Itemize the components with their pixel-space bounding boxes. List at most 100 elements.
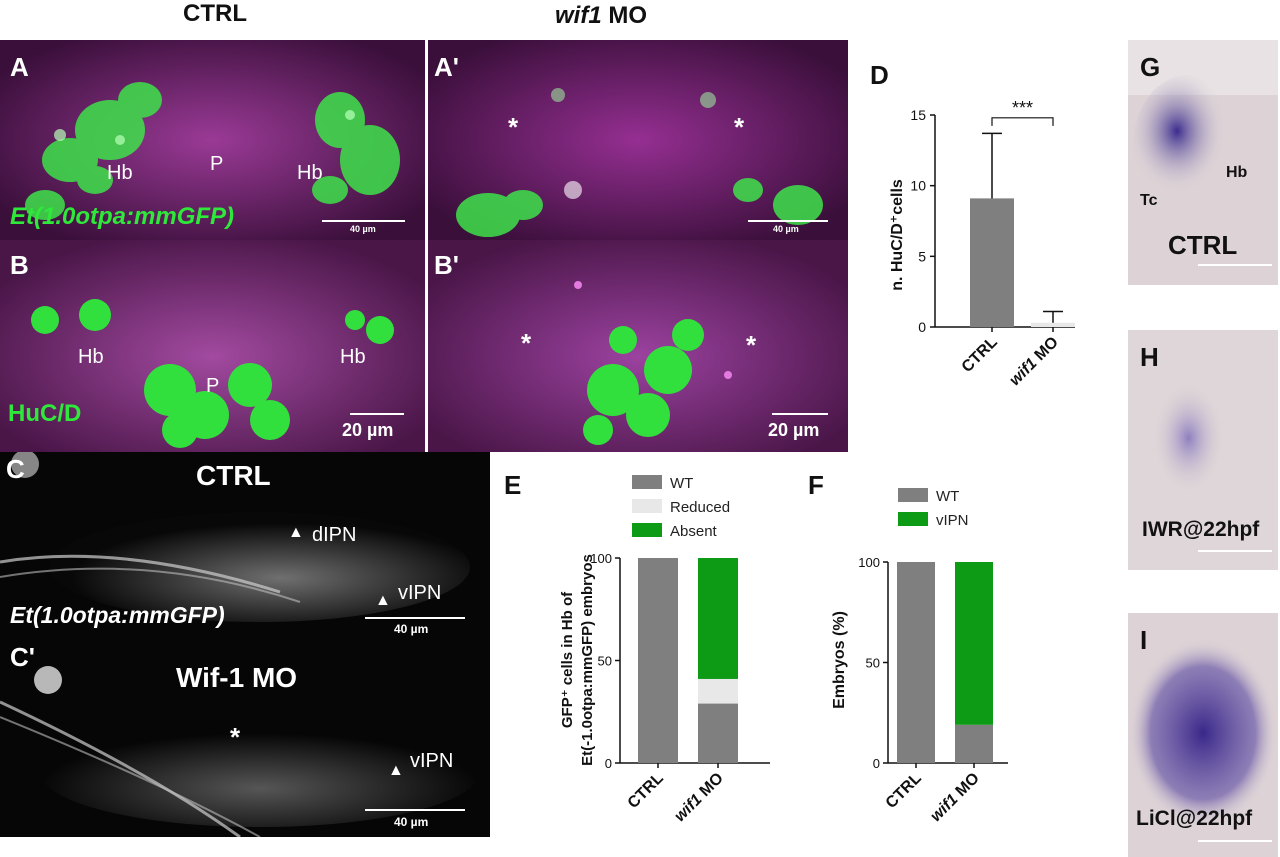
panel-b-scale-text: 20 µm: [342, 420, 394, 440]
panel-a-prime-label: A': [434, 52, 459, 82]
panel-a-prime-micrograph: [428, 40, 848, 240]
panel-e-legend-label: Absent: [670, 523, 718, 540]
panel-e-bar-segment: [698, 703, 738, 763]
panel-e-bar-segment: [638, 558, 678, 763]
panel-d-x-tick-label: CTRL: [959, 334, 1001, 376]
panel-d-bar: [1031, 322, 1075, 327]
panel-f-legend-label: vIPN: [936, 512, 969, 529]
panel-e-legend-label: Reduced: [670, 499, 730, 516]
panel-c-image: C CTRL ▲ dIPN ▲ vIPN Et(1.0otpa:mmGFP) 4…: [0, 452, 490, 642]
panel-e-y-tick-label: 50: [598, 654, 612, 669]
wif1-gene-name: wif1: [555, 2, 602, 29]
wif1-mo-column-header: wif1 MO: [555, 2, 647, 30]
panel-f-y-tick-label: 0: [873, 756, 880, 771]
panel-f-x-tick-label: CTRL: [883, 770, 925, 812]
panel-e-label: E: [504, 470, 522, 500]
ctrl-column-header: CTRL: [183, 0, 247, 27]
panel-c-prime-label: C': [10, 642, 35, 672]
panel-f-y-axis-label: Embryos (%): [831, 611, 848, 709]
panel-i-condition: LiCl@22hpf: [1136, 807, 1253, 830]
panel-e-legend-label: WT: [670, 475, 693, 492]
panel-a-label: A: [10, 52, 29, 82]
panel-d-significance-bracket: [991, 117, 1054, 126]
panel-e-legend-swatch: [632, 523, 662, 537]
panel-a-hb-right: Hb: [297, 162, 323, 184]
mo-suffix: MO: [601, 2, 648, 29]
panel-b-prime-image: B' * * 20 µm: [428, 240, 848, 452]
panel-c-label: C: [6, 454, 25, 484]
panel-a-scale-text: 40 µm: [350, 224, 376, 234]
panel-e-y-axis-label-line1: GFP⁺ cells in Hb of: [559, 591, 576, 728]
panel-a-micrograph: [0, 40, 425, 240]
panel-d-label: D: [870, 60, 889, 90]
panel-d-y-tick-label: 10: [910, 178, 926, 194]
panel-a-transgene: Et(1.0otpa:mmGFP): [10, 203, 235, 230]
panel-a-prime-image: A' * * 40 µm: [428, 40, 848, 240]
panel-b-hb-right: Hb: [340, 346, 366, 368]
panel-d-y-tick-label: 0: [918, 319, 926, 335]
panel-c-prime-micrograph: [0, 642, 490, 837]
panel-e-y-axis-label-line2: Et(-1.0otpa:mmGFP) embryos: [579, 554, 596, 766]
panel-b-micrograph: [0, 240, 425, 452]
panel-c-prime-scale-bar: [365, 809, 465, 811]
panel-a-prime-star-left: *: [508, 112, 519, 142]
panel-d-chart: 0 5 10 15 CTRL wif1 MO *** n. HuC/D⁺cells: [889, 98, 1075, 389]
panel-c-prime-image: C' Wif-1 MO * ▲ vIPN 40 µm: [0, 642, 490, 837]
panel-b-image: B Hb P Hb HuC/D 20 µm: [0, 240, 425, 452]
panel-i-scale-bar: [1198, 840, 1272, 842]
panel-g-scale-bar: [1198, 264, 1272, 266]
panel-e-x-tick-label: CTRL: [625, 770, 667, 812]
panel-f-bar-segment: [955, 724, 993, 763]
panel-c-prime-scale-text: 40 µm: [394, 815, 429, 829]
panel-a-hb-left: Hb: [107, 162, 133, 184]
panel-d-bar: [970, 198, 1014, 327]
panel-a-prime-star-right: *: [734, 112, 745, 142]
panel-e-bar-segment: [698, 678, 738, 704]
panel-a-image: A Hb P Hb Et(1.0otpa:mmGFP) 40 µm: [0, 40, 425, 240]
panel-a-prime-scale-text: 40 µm: [773, 224, 799, 234]
panel-a-scale-bar: [322, 220, 405, 222]
panel-f-x-tick-label: wif1 MO: [927, 770, 982, 825]
panel-c-prime-title: Wif-1 MO: [176, 662, 298, 693]
panel-h-ish: [1128, 330, 1278, 570]
panel-c-dipn: dIPN: [312, 524, 357, 546]
panel-e-y-tick-label: 100: [590, 551, 612, 566]
panel-f-y-tick-label: 100: [858, 555, 880, 570]
panel-c-scale-text: 40 µm: [394, 622, 429, 636]
panel-d-y-axis-label: n. HuC/D⁺cells: [889, 179, 906, 291]
panel-f-label: F: [808, 470, 824, 500]
panel-b-hb-left: Hb: [78, 346, 104, 368]
panel-h-scale-bar: [1198, 550, 1272, 552]
panel-a-prime-scale-bar: [748, 220, 828, 222]
panel-c-prime-vipn-arrow: ▲: [388, 762, 404, 779]
panel-b-prime-star-left: *: [521, 328, 532, 358]
panel-b-prime-star-right: *: [746, 330, 757, 360]
panel-f-bar-segment: [955, 562, 993, 725]
panel-b-prime-scale-bar: [772, 413, 828, 415]
panel-b-label: B: [10, 250, 29, 280]
panel-b-prime-label: B': [434, 250, 459, 280]
panel-i-image: I LiCl@22hpf: [1128, 613, 1278, 857]
panel-f-legend-swatch: [898, 512, 928, 526]
panel-a-p: P: [210, 153, 224, 175]
panel-c-title: CTRL: [196, 460, 271, 491]
panel-f-legend-swatch: [898, 488, 928, 502]
panel-d-y-tick-label: 15: [910, 107, 926, 123]
panel-c-micrograph: [0, 452, 490, 642]
panel-f-chart: WT vIPN 0 50 100 CTRL wif1 MO Embryos (%): [831, 488, 1008, 825]
panel-e-y-tick-label: 0: [605, 756, 612, 771]
panel-g-label: G: [1140, 52, 1161, 82]
panel-h-condition: IWR@22hpf: [1142, 518, 1260, 541]
panel-i-ish: [1128, 613, 1278, 857]
panel-c-dipn-arrow: ▲: [288, 524, 304, 541]
panel-d-y-tick-label: 5: [918, 248, 926, 264]
panel-f-legend-label: WT: [936, 488, 959, 505]
panel-e-legend-swatch: [632, 499, 662, 513]
panel-e-chart: WT Reduced Absent 0 50 100 CTRL wif1 MO GFP⁺ cel…: [559, 475, 770, 825]
panel-c-prime-star: *: [230, 722, 241, 752]
panel-e-bar-segment: [698, 558, 738, 679]
panel-g-condition: CTRL: [1168, 230, 1238, 260]
panel-c-transgene: Et(1.0otpa:mmGFP): [10, 602, 225, 628]
panel-c-vipn: vIPN: [398, 582, 442, 604]
panel-i-label: I: [1140, 625, 1148, 655]
